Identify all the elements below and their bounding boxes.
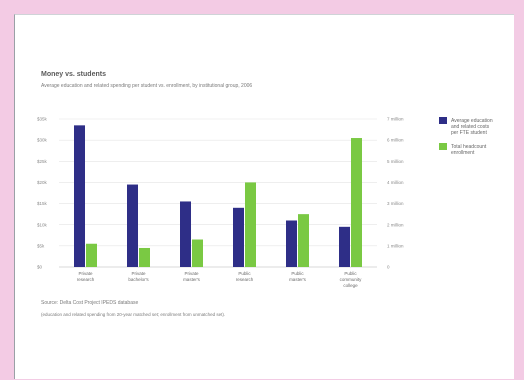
left-tick-label: $15k — [37, 201, 48, 206]
category-label: Private — [78, 271, 93, 276]
source-detail: (education and related spending from 20-… — [41, 312, 226, 317]
category-label: Public — [344, 271, 357, 276]
spending-bar — [339, 226, 350, 267]
category-label: Public — [238, 271, 251, 276]
right-tick-label: 2 million — [387, 222, 404, 227]
left-tick-label: $25k — [37, 159, 48, 164]
right-tick-label: 5 million — [387, 159, 404, 164]
right-tick-label: 0 — [387, 265, 390, 270]
category-label: master's — [289, 277, 307, 282]
left-tick-label: $30k — [37, 138, 48, 143]
category-label: research — [77, 277, 95, 282]
spending-bar — [233, 207, 244, 267]
legend-label: enrollment — [451, 150, 475, 156]
left-tick-label: $35k — [37, 117, 48, 122]
left-tick-label: $0 — [37, 265, 43, 270]
category-label: Public — [291, 271, 304, 276]
left-tick-label: $20k — [37, 180, 48, 185]
enrollment-bar — [139, 247, 150, 267]
chart-svg: $0 $5k $10k $15k $20k $25k $30k $35k 0 1 million… — [37, 117, 493, 288]
chart-frame: Money vs. students Average education and… — [14, 14, 514, 379]
category-label: college — [343, 283, 358, 288]
left-tick-label: $5k — [37, 243, 45, 248]
legend-label: per FTE student — [451, 130, 487, 136]
spending-bar — [74, 125, 85, 267]
enrollment-bar — [351, 138, 362, 267]
enrollment-bar — [86, 243, 97, 267]
category-label: community — [340, 277, 363, 282]
chart-subtitle: Average education and related spending p… — [41, 83, 253, 89]
category-label: bachelor's — [128, 277, 149, 282]
enrollment-bar — [192, 239, 203, 267]
enrollment-bar — [245, 182, 256, 267]
chart-bars — [74, 125, 362, 267]
legend-swatch-enrollment — [439, 143, 447, 150]
chart-grid — [59, 118, 377, 268]
legend-label: and related costs — [451, 124, 490, 130]
right-tick-label: 4 million — [387, 180, 404, 185]
right-tick-label: 7 million — [387, 117, 404, 122]
right-tick-label: 1 million — [387, 243, 404, 248]
left-tick-label: $10k — [37, 222, 48, 227]
right-tick-label: 6 million — [387, 138, 404, 143]
spending-bar — [180, 201, 191, 267]
spending-bar — [286, 220, 297, 267]
chart-title: Money vs. students — [41, 71, 106, 78]
spending-bar — [127, 184, 138, 267]
right-axis: 0 1 million 2 million 3 million 4 million 5 m… — [387, 117, 404, 270]
category-label: master's — [183, 277, 201, 282]
category-label: research — [236, 277, 254, 282]
category-labels: PrivateresearchPrivatebachelor'sPrivatem… — [77, 271, 362, 288]
right-tick-label: 3 million — [387, 201, 404, 206]
legend-swatch-spending — [439, 117, 447, 124]
category-label: Private — [184, 271, 199, 276]
legend-label: Total headcount — [451, 144, 487, 150]
left-axis: $0 $5k $10k $15k $20k $25k $30k $35k — [37, 117, 48, 270]
source-note: Source: Delta Cost Project IPEDS databas… — [41, 300, 139, 306]
category-label: Private — [131, 271, 146, 276]
legend-label: Average education — [451, 118, 493, 124]
enrollment-bar — [298, 214, 309, 267]
